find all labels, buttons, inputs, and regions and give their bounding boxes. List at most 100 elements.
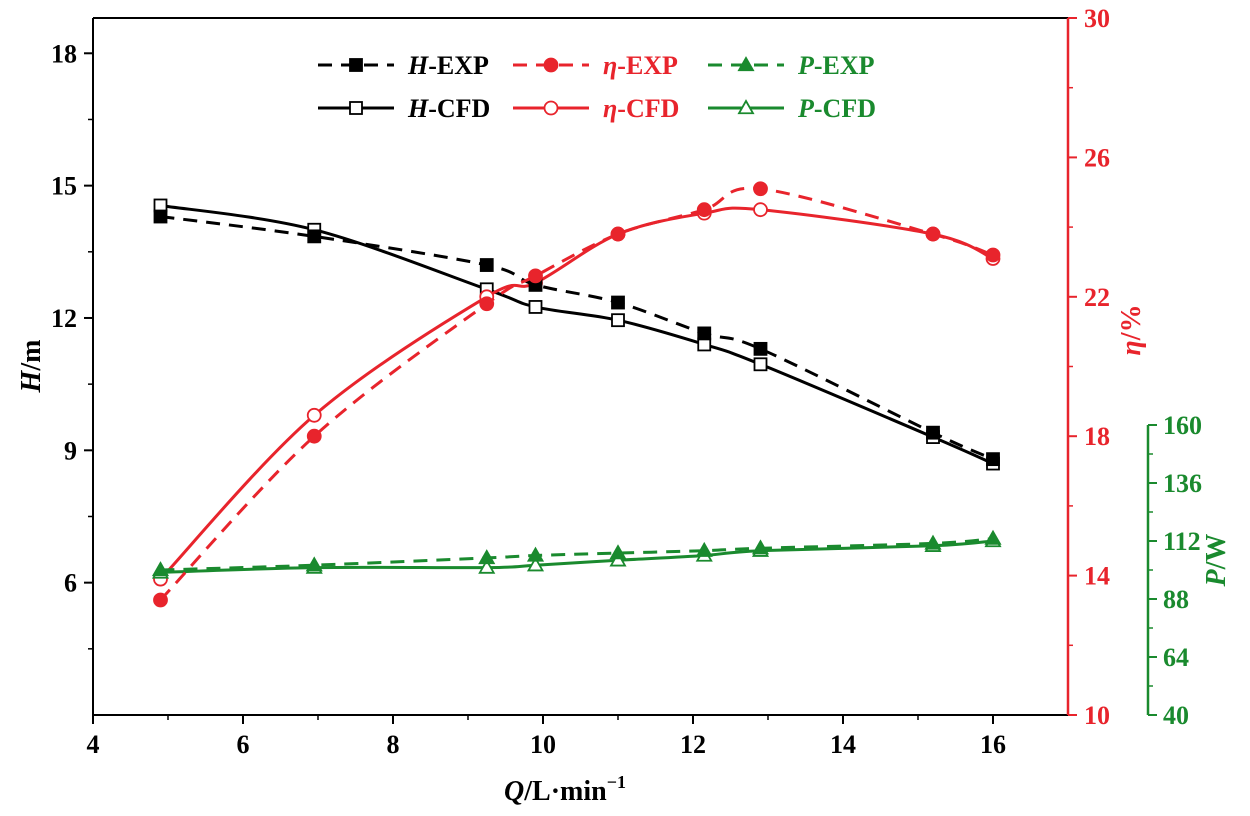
legend-item-H-EXP: H-EXP <box>318 51 489 80</box>
series-layer <box>151 181 1002 608</box>
point-P-EXP <box>526 546 545 562</box>
p-axis-title-unit: /W <box>1201 534 1232 571</box>
legend-label-var: P <box>797 94 815 123</box>
point-η-EXP <box>610 226 626 242</box>
h-tick-label: 15 <box>51 172 77 201</box>
legend-label: H-CFD <box>407 94 490 123</box>
legend-label-var: H <box>407 94 429 123</box>
eta-tick-label: 18 <box>1084 422 1110 451</box>
x-axis-title: Q/L·min−1 <box>504 772 626 807</box>
point-η-EXP <box>753 181 768 197</box>
legend-label-suffix: -CFD <box>617 94 679 123</box>
legend-label-var: η <box>603 51 617 80</box>
point-P-EXP <box>478 549 496 565</box>
p-tick-label: 64 <box>1163 643 1189 672</box>
x-tick-label: 12 <box>680 730 706 759</box>
legend-label: H-EXP <box>407 51 489 80</box>
legend-marker <box>349 58 363 72</box>
point-P-EXP <box>751 539 770 555</box>
point-P-EXP <box>984 529 1002 545</box>
legend-label-var: H <box>407 51 429 80</box>
series-H-EXP <box>153 209 1000 467</box>
legend-item-H-CFD: H-CFD <box>318 94 490 123</box>
point-H-EXP <box>926 425 940 440</box>
point-η-EXP <box>985 247 1001 263</box>
point-P-CFD <box>609 551 627 567</box>
h-tick-label: 6 <box>64 569 77 598</box>
eta-axis-title: η/% <box>1116 304 1147 355</box>
legend-label-var: η <box>603 94 617 123</box>
legend-marker <box>737 99 755 115</box>
series-line-H-CFD <box>160 204 994 465</box>
axis-titles: Q/L·min−1 H/m η/% P/W <box>16 304 1232 807</box>
legend-label: P-CFD <box>797 94 876 123</box>
legend-label-var: P <box>797 51 815 80</box>
series-P-EXP <box>151 529 1002 577</box>
p-axis-title-var: P <box>1201 568 1232 587</box>
legend-label: η-EXP <box>603 51 678 80</box>
point-H-EXP <box>611 295 625 310</box>
point-H-EXP <box>307 229 322 244</box>
p-axis-title: P/W <box>1201 534 1232 588</box>
x-tick-label: 14 <box>830 730 856 759</box>
axis-ticks: 4 6 8 10 12 14 16 6 9 12 15 18 10 14 18 22 26 30 40 64 88 112… <box>51 4 1202 759</box>
point-P-CFD <box>526 556 545 572</box>
point-H-EXP <box>153 209 168 224</box>
p-tick-label: 160 <box>1163 411 1202 440</box>
h-tick-label: 18 <box>51 39 77 68</box>
point-H-CFD <box>528 300 543 314</box>
legend-item-η-CFD: η-CFD <box>513 94 679 123</box>
x-tick-label: 4 <box>87 730 100 759</box>
point-η-EXP <box>528 268 543 284</box>
series-P-CFD <box>151 532 1002 579</box>
h-tick-label: 12 <box>51 304 77 333</box>
legend-label: η-CFD <box>603 94 679 123</box>
series-line-P-CFD <box>160 539 994 574</box>
p-tick-label: 40 <box>1163 701 1189 730</box>
legend-label-suffix: -CFD <box>814 94 876 123</box>
legend-marker <box>737 56 755 72</box>
h-axis-title-unit: /m <box>16 340 47 372</box>
point-η-EXP <box>479 296 495 312</box>
point-P-EXP <box>924 534 942 550</box>
legend-label-suffix: -CFD <box>428 94 490 123</box>
legend-item-P-CFD: P-CFD <box>708 94 876 123</box>
h-axis-title-var: H <box>16 369 47 393</box>
legend-label-suffix: -EXP <box>428 51 489 80</box>
point-P-EXP <box>609 544 627 560</box>
point-H-EXP <box>753 341 768 356</box>
point-η-EXP <box>153 592 168 608</box>
point-H-CFD <box>611 313 625 328</box>
eta-tick-label: 30 <box>1084 4 1110 33</box>
eta-tick-label: 10 <box>1084 701 1110 730</box>
series-H-CFD <box>153 198 1000 471</box>
x-tick-label: 10 <box>530 730 556 759</box>
point-η-EXP <box>925 226 941 242</box>
x-tick-label: 6 <box>237 730 250 759</box>
point-P-EXP <box>695 541 713 557</box>
series-line-η-EXP <box>159 186 994 602</box>
point-H-EXP <box>479 258 494 272</box>
legend-item-η-EXP: η-EXP <box>513 51 678 80</box>
x-axis-title-unit: /L·min <box>523 776 607 807</box>
point-η-CFD <box>306 407 322 423</box>
series-line-P-EXP <box>160 537 994 572</box>
point-P-EXP <box>305 556 323 572</box>
eta-axis-title-var: η <box>1116 340 1147 355</box>
point-η-EXP <box>696 202 712 218</box>
x-tick-label: 16 <box>980 730 1006 759</box>
p-tick-label: 88 <box>1163 585 1189 614</box>
point-η-EXP <box>306 428 322 444</box>
series-η-EXP <box>153 181 1001 608</box>
series-line-H-EXP <box>160 215 994 461</box>
eta-axis-title-unit: /% <box>1116 304 1147 341</box>
point-P-EXP <box>151 561 170 577</box>
legend-marker <box>543 57 559 73</box>
legend-marker <box>543 100 559 116</box>
point-H-EXP <box>986 452 1000 467</box>
x-axis-title-var: Q <box>504 776 524 807</box>
eta-tick-label: 14 <box>1084 562 1110 591</box>
p-tick-label: 112 <box>1163 527 1201 556</box>
